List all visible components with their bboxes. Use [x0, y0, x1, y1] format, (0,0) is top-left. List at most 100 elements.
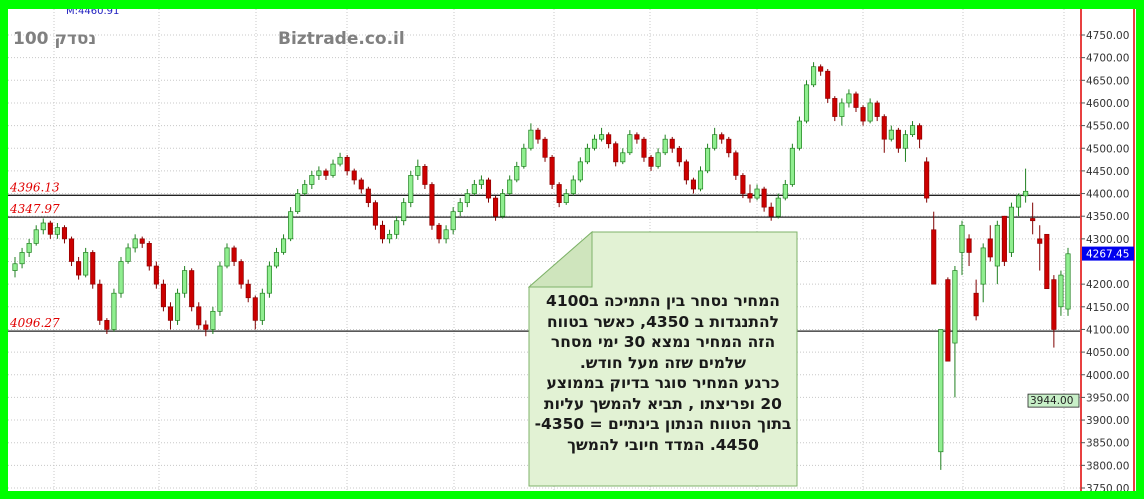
candle-body-up: [1065, 253, 1071, 310]
axis-tick-label: 3950.00: [1086, 392, 1129, 404]
candle-body-down: [231, 247, 237, 262]
site-watermark: Biztrade.co.il: [278, 29, 405, 49]
note-line: בתוך הטווח הנתון בינתיים = 4350-: [534, 415, 792, 433]
candle-body-down: [160, 283, 166, 308]
candle-body-up: [40, 222, 46, 231]
candle: [12, 256, 18, 278]
axis-tick-label: 4050.00: [1086, 347, 1129, 359]
candle: [281, 234, 287, 255]
candle: [987, 225, 993, 262]
axis-tick-label: 4500.00: [1086, 143, 1129, 155]
candle-body-up: [19, 252, 25, 265]
candle: [924, 157, 930, 203]
candle-body-down: [676, 147, 682, 163]
candle: [761, 186, 767, 212]
candle-body-up: [563, 193, 569, 203]
axis-tick-label: 4200.00: [1086, 279, 1129, 291]
candle: [471, 179, 477, 196]
candle-body-down: [245, 283, 251, 299]
candle-body-down: [104, 320, 110, 330]
candle-body-down: [881, 116, 887, 140]
axis-tick-label: 4600.00: [1086, 98, 1129, 110]
candle: [1044, 233, 1050, 290]
candle: [174, 288, 181, 325]
candle-body-up: [330, 163, 336, 176]
candle: [952, 266, 958, 398]
candle: [945, 277, 951, 362]
axis-tick-label: 4450.00: [1086, 166, 1129, 178]
candle-body-up: [705, 147, 711, 172]
candle: [33, 225, 39, 246]
candle-body-up: [712, 134, 718, 149]
candle-body-up: [1015, 195, 1022, 208]
candle-body-down: [719, 134, 725, 140]
chart-frame: 4396.13 4347.97 4096.27 4750.00 4700.00 4650…: [8, 9, 1136, 491]
axis-tick-label: 4000.00: [1086, 370, 1129, 382]
candle-body-up: [471, 184, 477, 194]
candle: [726, 136, 732, 158]
candle-body-up: [662, 138, 668, 154]
note-shape: [528, 231, 798, 487]
axis-tick-label: 4650.00: [1086, 75, 1129, 87]
candle: [1015, 193, 1022, 217]
candle: [217, 261, 223, 316]
candle-body-down: [323, 170, 329, 176]
candle: [909, 121, 916, 137]
candle-body-up: [457, 202, 463, 213]
candle: [323, 168, 329, 180]
candle-body-down: [429, 184, 435, 226]
candle: [782, 179, 788, 201]
candle-body-up: [782, 184, 788, 199]
candle: [1065, 247, 1071, 316]
candle: [76, 256, 82, 280]
candle: [832, 96, 838, 122]
axis-tick-label: 3800.00: [1086, 460, 1129, 472]
candle: [153, 261, 159, 289]
candle: [104, 318, 110, 334]
candle-body-down: [68, 238, 75, 262]
candle-body-up: [938, 329, 944, 453]
candle: [712, 127, 718, 151]
candle-body-up: [1058, 274, 1064, 308]
candle-body-down: [379, 224, 386, 240]
axis-tick-label: 4550.00: [1086, 121, 1129, 133]
candle-body-up: [478, 179, 484, 185]
candle: [881, 114, 887, 153]
candle-body-up: [174, 292, 181, 321]
candle: [182, 266, 188, 298]
axis-tick-label: 4100.00: [1086, 324, 1129, 336]
candle: [1058, 270, 1064, 316]
candle: [1051, 275, 1057, 348]
candle-body-down: [818, 66, 824, 72]
candle-body-up: [54, 227, 60, 235]
candle-body-down: [874, 102, 880, 117]
candle: [563, 189, 569, 205]
candle-body-up: [295, 193, 301, 213]
candle: [358, 177, 364, 194]
candle-body-down: [76, 261, 82, 276]
candle: [577, 157, 583, 183]
candle: [54, 222, 60, 239]
candle: [337, 152, 343, 167]
candle: [379, 220, 386, 244]
candle-body-up: [697, 170, 704, 190]
candle: [259, 288, 265, 325]
candle: [125, 243, 131, 264]
candle-body-down: [860, 107, 866, 122]
analysis-note: המחיר נסחר בין התמיכה ב4100 להתנגדות ב 4…: [528, 231, 798, 487]
candle: [500, 189, 506, 219]
candle-body-down: [1030, 218, 1036, 222]
candle: [464, 189, 470, 208]
candle: [754, 184, 760, 201]
candle-body-down: [139, 238, 145, 244]
candle-body-up: [902, 134, 909, 149]
candle: [648, 155, 654, 171]
candle-body-up: [521, 147, 527, 167]
candle: [1037, 225, 1043, 271]
candle: [818, 64, 824, 76]
candle-body-down: [945, 279, 951, 362]
last-price-badge: [1082, 246, 1134, 261]
candle: [803, 80, 810, 124]
candle: [273, 247, 280, 269]
candle-body-up: [316, 170, 322, 176]
